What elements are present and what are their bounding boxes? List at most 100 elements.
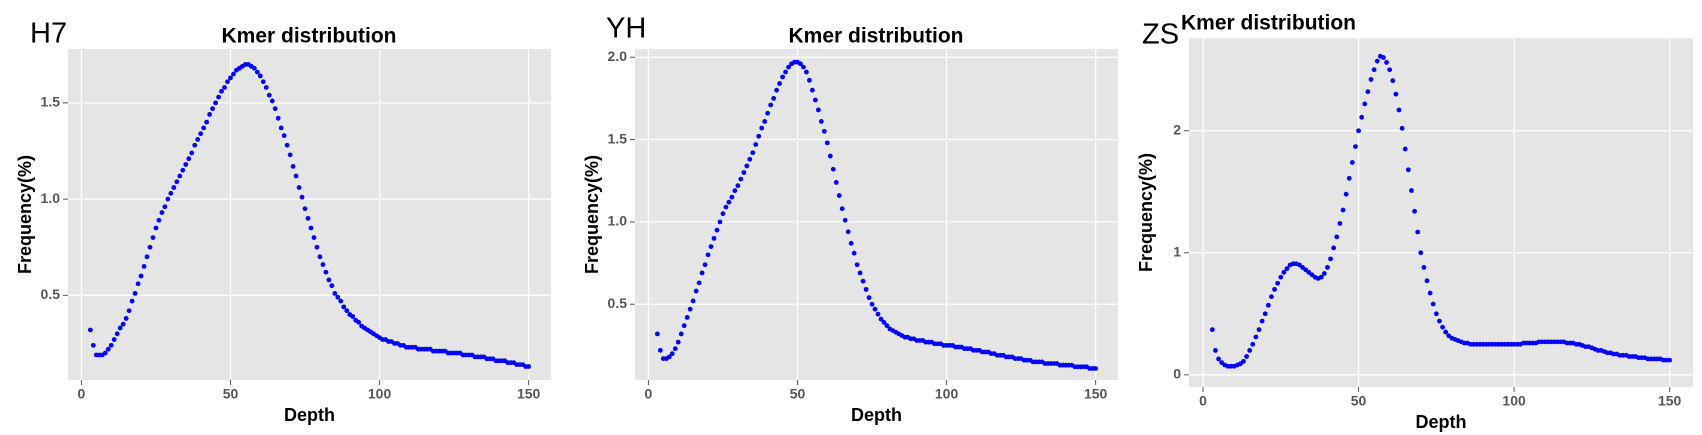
data-point bbox=[1365, 89, 1371, 95]
data-point bbox=[180, 167, 186, 173]
data-point bbox=[263, 85, 269, 90]
data-point bbox=[1393, 91, 1399, 97]
plot-background bbox=[635, 49, 1118, 380]
data-point bbox=[171, 185, 177, 190]
data-point bbox=[305, 215, 311, 221]
data-point bbox=[672, 346, 678, 352]
data-point bbox=[1284, 266, 1290, 272]
plot-background bbox=[68, 49, 551, 380]
data-point bbox=[275, 115, 281, 121]
data-point bbox=[132, 291, 138, 296]
data-point bbox=[1374, 58, 1380, 64]
data-point bbox=[105, 346, 111, 352]
data-point bbox=[1281, 269, 1287, 275]
data-point bbox=[150, 235, 156, 240]
data-point bbox=[1247, 347, 1253, 353]
data-point bbox=[884, 323, 890, 329]
data-point bbox=[326, 277, 332, 283]
data-point bbox=[341, 304, 347, 310]
data-point bbox=[335, 294, 341, 300]
data-point bbox=[1396, 107, 1402, 113]
data-point bbox=[657, 347, 663, 353]
data-point bbox=[90, 342, 96, 348]
y-tick-label: 1.5 bbox=[608, 130, 628, 146]
x-tick-label: 150 bbox=[1658, 393, 1682, 409]
data-point bbox=[729, 194, 735, 200]
data-point bbox=[1381, 55, 1386, 60]
data-point bbox=[1275, 280, 1281, 286]
data-point bbox=[765, 110, 771, 116]
data-point bbox=[1340, 207, 1346, 213]
data-point bbox=[839, 206, 845, 212]
data-point bbox=[1213, 347, 1218, 353]
data-point bbox=[857, 270, 863, 276]
data-point bbox=[833, 179, 839, 185]
data-point bbox=[812, 97, 818, 103]
data-point bbox=[293, 173, 299, 179]
data-point bbox=[323, 269, 329, 275]
y-tick-label: 0 bbox=[1173, 366, 1181, 382]
data-point bbox=[1405, 167, 1411, 173]
data-point bbox=[690, 298, 696, 304]
data-point bbox=[123, 316, 129, 321]
data-point bbox=[159, 210, 165, 215]
data-point bbox=[138, 273, 144, 279]
data-point bbox=[198, 131, 204, 137]
data-point bbox=[666, 354, 672, 360]
x-tick-label: 150 bbox=[517, 386, 541, 402]
data-point bbox=[210, 106, 216, 112]
plot-background bbox=[1189, 38, 1693, 387]
data-point bbox=[308, 225, 314, 231]
data-point bbox=[1216, 356, 1221, 362]
data-point bbox=[1430, 301, 1436, 307]
data-point bbox=[219, 88, 224, 94]
data-point bbox=[266, 92, 272, 98]
y-tick-label: 2 bbox=[1173, 121, 1181, 137]
data-point bbox=[1278, 274, 1284, 280]
data-point bbox=[225, 79, 230, 85]
data-point bbox=[317, 254, 323, 260]
data-point bbox=[1325, 265, 1330, 270]
data-point bbox=[296, 185, 302, 190]
data-point bbox=[705, 252, 711, 258]
data-point bbox=[830, 166, 836, 172]
x-axis-label: Depth bbox=[1416, 412, 1467, 432]
data-point bbox=[129, 298, 135, 304]
data-point bbox=[845, 229, 851, 235]
chart-panel: 0.5 1.0 1.5 0 50 100 150 H7 Kmer distribution Dep… bbox=[15, 18, 551, 425]
data-point bbox=[189, 150, 195, 156]
data-point bbox=[165, 196, 171, 202]
data-point bbox=[254, 69, 260, 75]
data-point bbox=[821, 128, 827, 134]
chart-panel: 0 1 2 0 50 100 150 ZS Kmer distribution Depth Freq… bbox=[1136, 12, 1693, 432]
data-point bbox=[284, 142, 290, 148]
data-point bbox=[720, 211, 726, 217]
data-point bbox=[87, 327, 93, 333]
data-point bbox=[168, 190, 174, 196]
data-point bbox=[747, 156, 753, 162]
data-point bbox=[714, 227, 720, 233]
data-point bbox=[1421, 265, 1427, 270]
data-point bbox=[1269, 294, 1274, 300]
data-point bbox=[1440, 324, 1445, 330]
data-point bbox=[1093, 366, 1099, 371]
data-point bbox=[1399, 125, 1405, 131]
data-point bbox=[1390, 78, 1396, 84]
panel-label: H7 bbox=[30, 18, 67, 50]
data-point bbox=[1415, 229, 1421, 235]
data-point bbox=[344, 308, 350, 314]
data-point bbox=[1356, 128, 1361, 134]
data-point bbox=[768, 102, 774, 108]
data-point bbox=[818, 119, 824, 124]
chart-title: Kmer distribution bbox=[1181, 12, 1356, 35]
data-point bbox=[741, 170, 747, 175]
data-point bbox=[1256, 327, 1262, 333]
x-tick-label: 50 bbox=[1351, 393, 1367, 409]
data-point bbox=[771, 96, 777, 101]
data-point bbox=[144, 254, 150, 260]
data-point bbox=[228, 75, 233, 81]
data-point bbox=[1346, 175, 1352, 181]
data-point bbox=[213, 100, 218, 106]
data-point bbox=[681, 323, 687, 329]
data-point bbox=[717, 219, 723, 225]
